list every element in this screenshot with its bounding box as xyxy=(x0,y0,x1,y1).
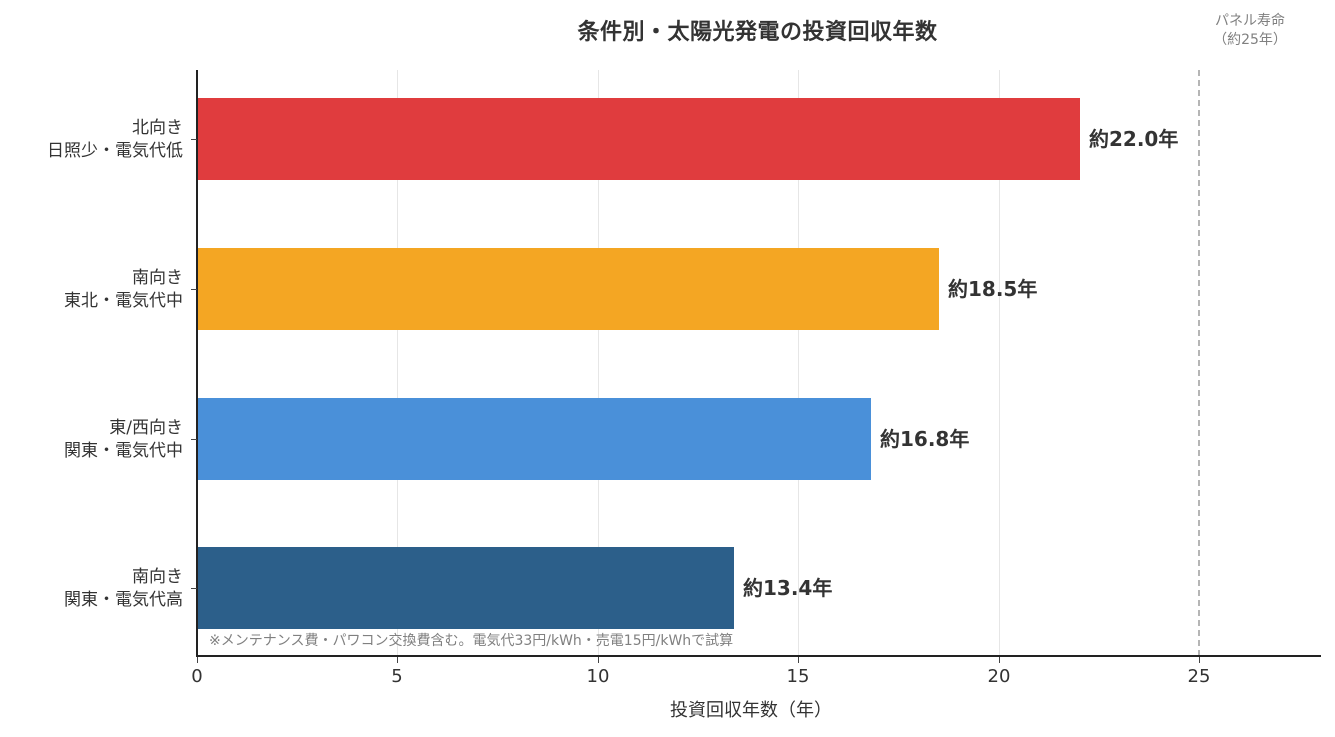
chart-title: 条件別・太陽光発電の投資回収年数 xyxy=(577,20,938,45)
ref-label-line1: パネル寿命 xyxy=(1215,13,1285,29)
y-tick xyxy=(191,439,197,440)
x-tick xyxy=(999,657,1000,663)
x-tick-label: 25 xyxy=(1187,666,1211,687)
category-label: 南向き 関東・電気代高 xyxy=(64,566,183,612)
bar-value-label: 約22.0年 xyxy=(1089,127,1179,151)
gridline-20 xyxy=(999,70,1000,656)
category-line2: 関東・電気代中 xyxy=(64,441,183,461)
y-axis xyxy=(196,70,198,657)
x-tick xyxy=(1199,657,1200,663)
panel-lifetime-label: パネル寿命 （約25年） xyxy=(1190,12,1310,50)
bar-value-label: 約16.8年 xyxy=(880,427,970,451)
gridline-10 xyxy=(598,70,599,656)
bar-east-west-kanto xyxy=(197,398,871,480)
x-tick xyxy=(197,657,198,663)
bar-value-label: 約13.4年 xyxy=(743,576,833,600)
category-label: 北向き 日照少・電気代低 xyxy=(47,117,183,163)
y-tick xyxy=(191,289,197,290)
bar-north xyxy=(197,98,1080,180)
x-tick xyxy=(397,657,398,663)
x-tick-label: 20 xyxy=(987,666,1011,687)
category-line1: 南向き xyxy=(132,567,183,587)
bar-south-kanto xyxy=(197,547,734,629)
x-axis xyxy=(196,655,1321,657)
category-line1: 東/西向き xyxy=(109,418,183,438)
y-tick xyxy=(191,139,197,140)
x-tick xyxy=(798,657,799,663)
bar-south-tohoku xyxy=(197,248,939,330)
category-line2: 関東・電気代高 xyxy=(64,590,183,610)
x-tick-label: 0 xyxy=(191,666,203,687)
category-line2: 日照少・電気代低 xyxy=(47,141,183,161)
panel-lifetime-line xyxy=(1198,70,1200,656)
x-tick-label: 15 xyxy=(786,666,810,687)
category-line2: 東北・電気代中 xyxy=(64,291,183,311)
x-axis-label: 投資回収年数（年） xyxy=(670,700,832,721)
plot-area: 約22.0年 約18.5年 約16.8年 約13.4年 xyxy=(197,70,1320,656)
category-line1: 北向き xyxy=(132,118,183,138)
category-label: 東/西向き 関東・電気代中 xyxy=(64,417,183,463)
x-tick-label: 10 xyxy=(586,666,610,687)
y-tick xyxy=(191,588,197,589)
x-tick xyxy=(598,657,599,663)
bar-value-label: 約18.5年 xyxy=(948,277,1038,301)
footnote: ※メンテナンス費・パワコン交換費含む。電気代33円/kWh・売電15円/kWhで… xyxy=(209,633,734,649)
ref-label-line2: （約25年） xyxy=(1213,32,1287,48)
gridline-15 xyxy=(798,70,799,656)
gridline-5 xyxy=(397,70,398,656)
category-line1: 南向き xyxy=(132,268,183,288)
x-tick-label: 5 xyxy=(391,666,403,687)
category-label: 南向き 東北・電気代中 xyxy=(64,267,183,313)
